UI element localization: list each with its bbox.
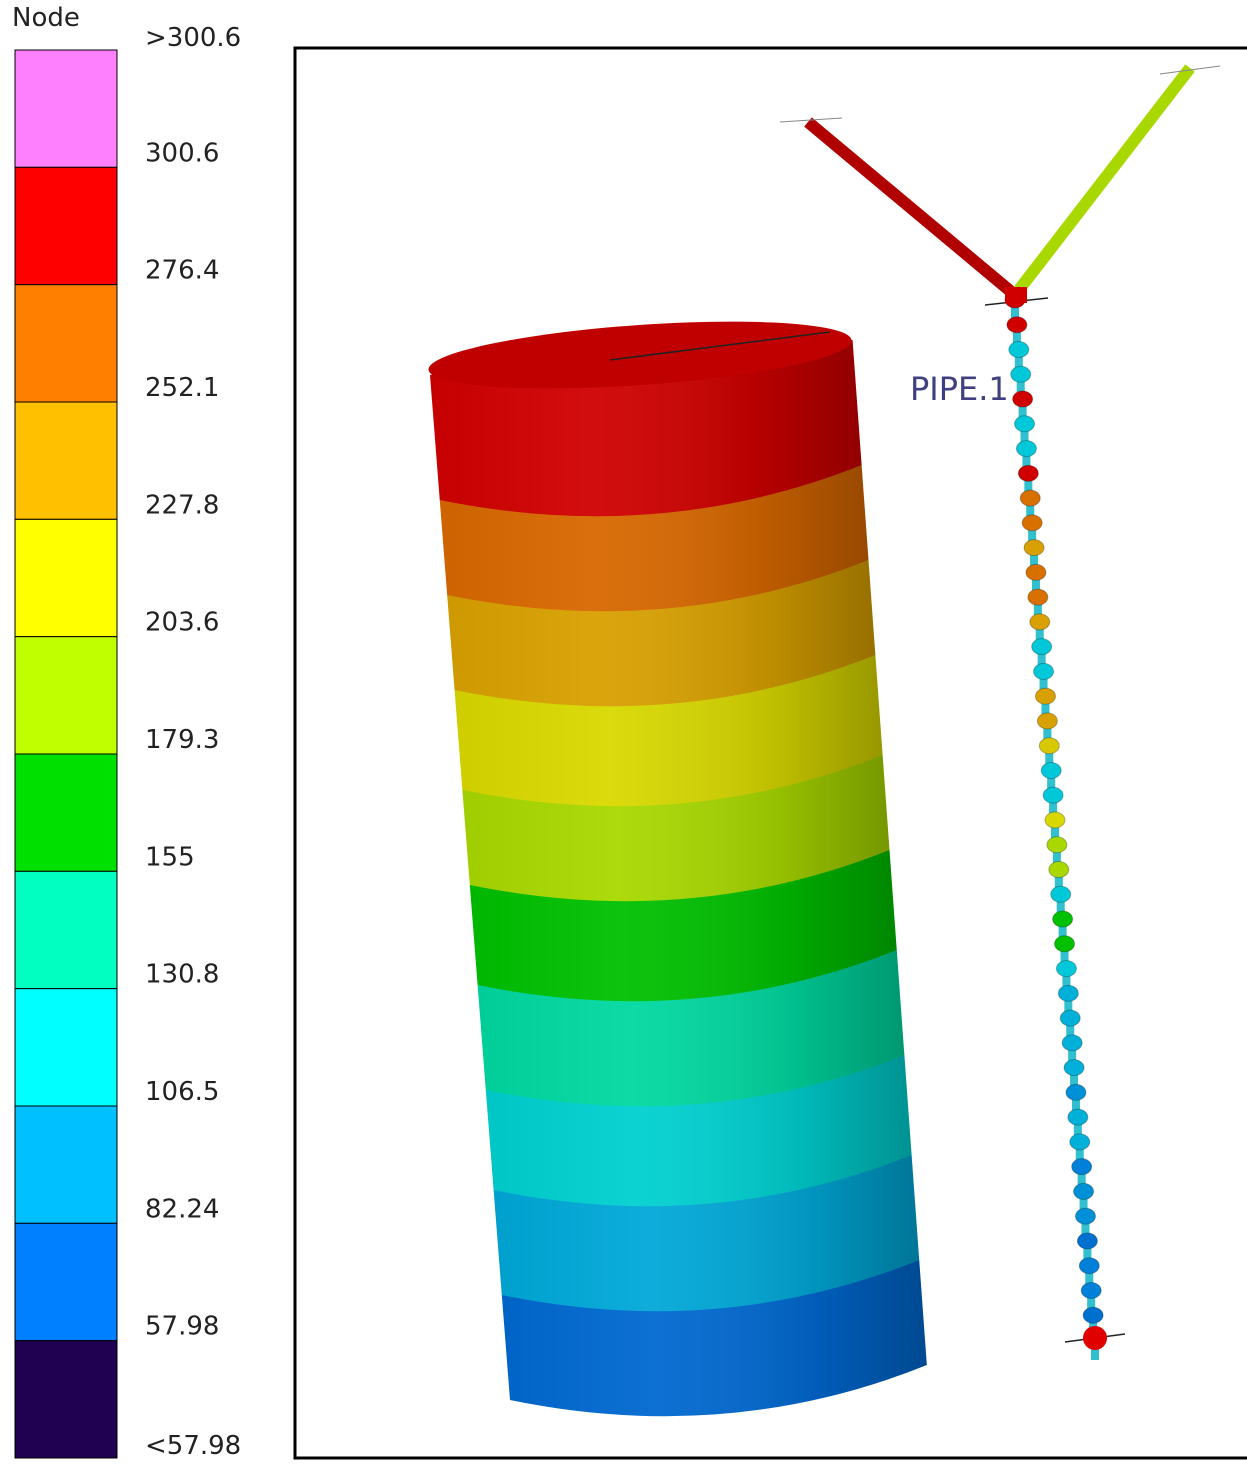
pipe-node: [1056, 961, 1076, 977]
pipe-node: [1045, 812, 1065, 828]
pipe-node: [1028, 589, 1048, 605]
legend-label: 82.24: [145, 1194, 219, 1224]
legend-label: 227.8: [145, 490, 219, 520]
pipe-node: [1072, 1159, 1092, 1175]
legend: >300.6 300.6 276.4 252.1 227.8 203.6 179.3 155 1…: [15, 23, 241, 1461]
pipe-node: [1068, 1109, 1088, 1125]
pipe-node: [1022, 515, 1042, 531]
pipe-node: [1049, 862, 1069, 878]
pipe-node: [1013, 391, 1033, 407]
pipe-node: [1062, 1035, 1082, 1051]
pipe-node: [1053, 911, 1073, 927]
pipe-node: [1066, 1084, 1086, 1100]
pipe-node: [1043, 787, 1063, 803]
legend-label: 203.6: [145, 608, 219, 638]
pipe-node: [1032, 639, 1052, 655]
pipe-node: [1015, 416, 1035, 432]
pipe-node: [1070, 1134, 1090, 1150]
pipe-node: [1009, 342, 1029, 358]
pipe-node: [1018, 465, 1038, 481]
legend-swatch: [15, 989, 117, 1106]
pipe-node: [1041, 762, 1061, 778]
pipe-node: [1039, 738, 1059, 754]
pipe-node: [1030, 614, 1050, 630]
legend-swatch: [15, 1341, 117, 1458]
result-view: Node >300.6 300.6 276.4 252.1 227.8 203.6 179.…: [0, 0, 1247, 1463]
legend-swatch: [15, 1106, 117, 1223]
legend-label: <57.98: [145, 1431, 241, 1461]
legend-title: Node: [12, 3, 80, 33]
pipe-node: [1060, 1010, 1080, 1026]
pipe-node: [1074, 1183, 1094, 1199]
pipe-node: [1081, 1282, 1101, 1298]
pipe-node: [1037, 713, 1057, 729]
pipe-node: [1055, 936, 1075, 952]
legend-swatch: [15, 50, 117, 167]
legend-label: 106.5: [145, 1077, 219, 1107]
pipe-node: [1005, 287, 1027, 303]
legend-swatch: [15, 1223, 117, 1340]
pipe-node: [1024, 540, 1044, 556]
pipe-node: [1083, 1326, 1107, 1350]
legend-label: 276.4: [145, 256, 219, 286]
legend-swatch: [15, 637, 117, 754]
pipe-node: [1064, 1060, 1084, 1076]
legend-swatch: [15, 285, 117, 402]
pipe-node: [1026, 564, 1046, 580]
pipe-node: [1083, 1307, 1103, 1323]
legend-swatch: [15, 754, 117, 871]
pipe-node: [1035, 688, 1055, 704]
legend-label: 130.8: [145, 960, 219, 990]
legend-swatch: [15, 402, 117, 519]
cylinder: [426, 310, 926, 1416]
pipe-node: [1007, 317, 1027, 333]
legend-label: 252.1: [145, 373, 219, 403]
pipe-node: [1058, 985, 1078, 1001]
pipe-node: [1016, 441, 1036, 457]
page: {"legend": {"title": "Node", "labels": […: [0, 0, 1247, 1463]
legend-label: 179.3: [145, 725, 219, 755]
pipe-node: [1075, 1208, 1095, 1224]
pipe-node: [1011, 366, 1031, 382]
legend-label: 57.98: [145, 1312, 219, 1342]
legend-label: 300.6: [145, 138, 219, 168]
legend-swatch: [15, 519, 117, 636]
pipe-node: [1051, 886, 1071, 902]
element-label: PIPE.1: [910, 370, 1009, 408]
legend-label: >300.6: [145, 23, 241, 53]
pipe-node: [1034, 663, 1054, 679]
pipe-node: [1020, 490, 1040, 506]
pipe-node: [1079, 1258, 1099, 1274]
pipe-node: [1047, 837, 1067, 853]
legend-label: 155: [145, 842, 195, 872]
pipe-node: [1077, 1233, 1097, 1249]
legend-swatch: [15, 167, 117, 284]
legend-swatch: [15, 871, 117, 988]
